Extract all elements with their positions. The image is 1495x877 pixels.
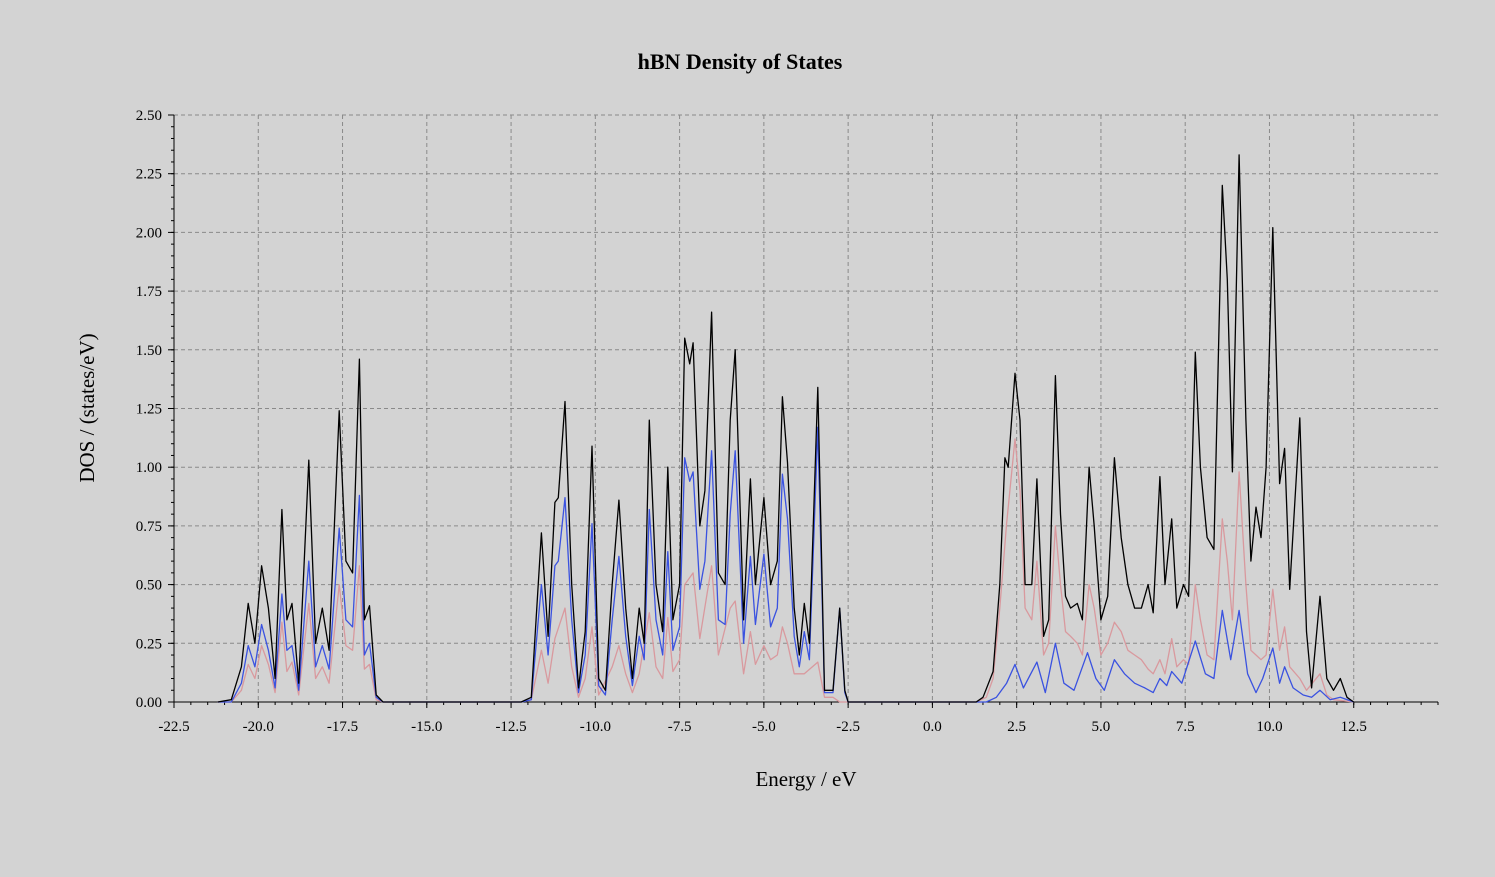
y-tick-label: 0.00 xyxy=(136,695,162,711)
y-tick-label: 0.75 xyxy=(136,519,162,535)
x-tick-label: -12.5 xyxy=(495,719,526,735)
axes: -22.5 -20.0 -17.5 -15.0 -12.5 -10.0 -7.5 -5.0 -2… xyxy=(136,108,1439,735)
y-tick-label: 0.25 xyxy=(136,636,162,652)
x-tick-label: -22.5 xyxy=(158,719,189,735)
y-tick-label: 2.50 xyxy=(136,108,162,124)
x-tick-label: -2.5 xyxy=(836,719,860,735)
x-axis-title: Energy / eV xyxy=(755,767,856,791)
x-tick-label: 0.0 xyxy=(923,719,942,735)
x-tick-label: 12.5 xyxy=(1341,719,1367,735)
x-tick-label: -20.0 xyxy=(243,719,274,735)
series-line-2 xyxy=(217,438,1354,703)
x-tick-label: -7.5 xyxy=(668,719,692,735)
y-tick-label: 1.25 xyxy=(136,402,162,418)
y-tick-label: 1.00 xyxy=(136,460,162,476)
x-tick-label: 5.0 xyxy=(1092,719,1111,735)
x-tick-label: 2.5 xyxy=(1007,719,1026,735)
series-line-0 xyxy=(217,154,1355,703)
x-tick-label: 10.0 xyxy=(1256,719,1282,735)
chart-title: hBN Density of States xyxy=(638,49,843,74)
series-line-1 xyxy=(217,426,1354,703)
x-tick-label: -15.0 xyxy=(411,719,442,735)
grid xyxy=(174,114,1438,702)
series-lines xyxy=(217,154,1355,703)
x-tick-label: 7.5 xyxy=(1176,719,1195,735)
x-tick-label: -17.5 xyxy=(327,719,358,735)
y-tick-label: 1.75 xyxy=(136,284,162,300)
y-tick-label: 2.25 xyxy=(136,167,162,183)
x-tick-label: -5.0 xyxy=(752,719,776,735)
x-tick-label: -10.0 xyxy=(580,719,611,735)
y-tick-label: 1.50 xyxy=(136,343,162,359)
y-tick-label: 0.50 xyxy=(136,578,162,594)
y-axis-title: DOS / (states/eV) xyxy=(75,333,99,482)
y-tick-label: 2.00 xyxy=(136,225,162,241)
